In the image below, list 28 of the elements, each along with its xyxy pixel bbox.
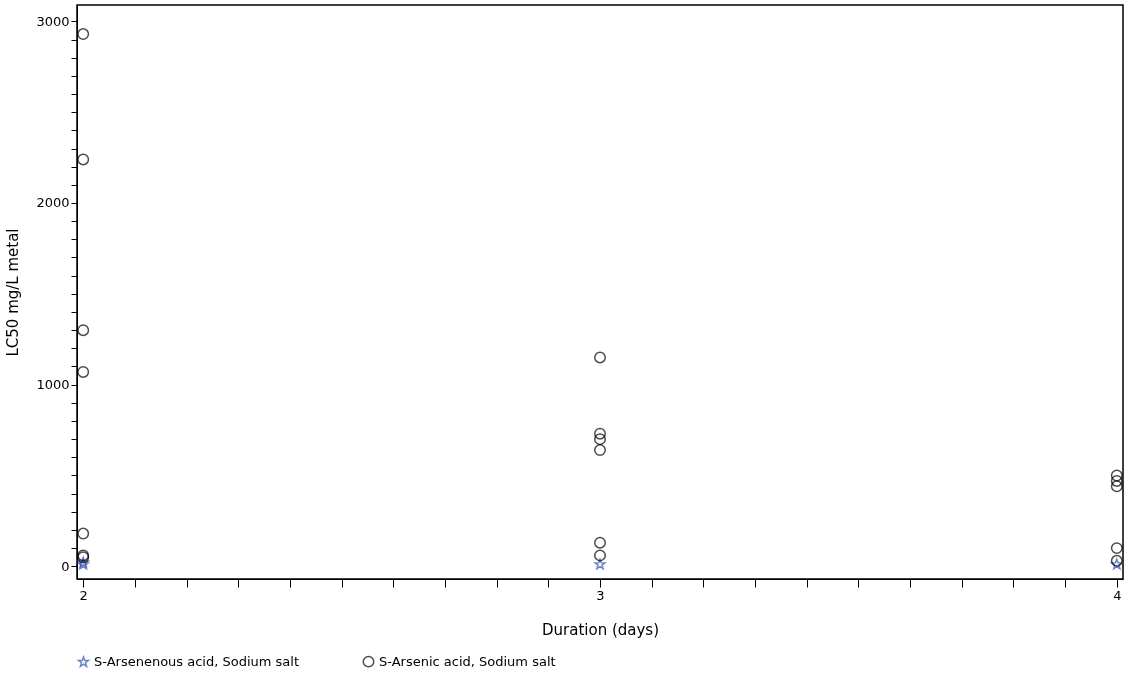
point	[77, 527, 90, 540]
point	[594, 558, 606, 570]
point	[77, 153, 90, 166]
point	[77, 28, 90, 41]
y-tick-label: 1000	[36, 377, 70, 393]
point	[77, 324, 90, 337]
point	[1110, 542, 1123, 555]
y-tick-label: 3000	[36, 13, 70, 29]
point	[1110, 474, 1123, 487]
x-tick-label: 2	[79, 587, 88, 603]
y-tick-label: 0	[61, 558, 70, 574]
legend-label: S-Arsenic acid, Sodium salt	[379, 653, 556, 669]
x-axis-title: Duration (days)	[541, 620, 660, 639]
point	[594, 433, 606, 446]
point	[594, 536, 606, 549]
x-tick-label: 4	[1113, 587, 1122, 603]
point	[1110, 554, 1123, 567]
point	[77, 365, 90, 378]
point	[594, 351, 606, 364]
x-tick-label: 3	[596, 587, 605, 603]
y-axis-title: LC50 mg/L metal	[4, 228, 23, 357]
point	[594, 427, 606, 440]
y-tick-label: 2000	[36, 195, 70, 211]
point	[1110, 480, 1123, 493]
legend-label: S-Arsenenous acid, Sodium salt	[94, 654, 300, 670]
point	[1110, 469, 1123, 482]
point	[594, 444, 606, 457]
point	[594, 549, 606, 562]
